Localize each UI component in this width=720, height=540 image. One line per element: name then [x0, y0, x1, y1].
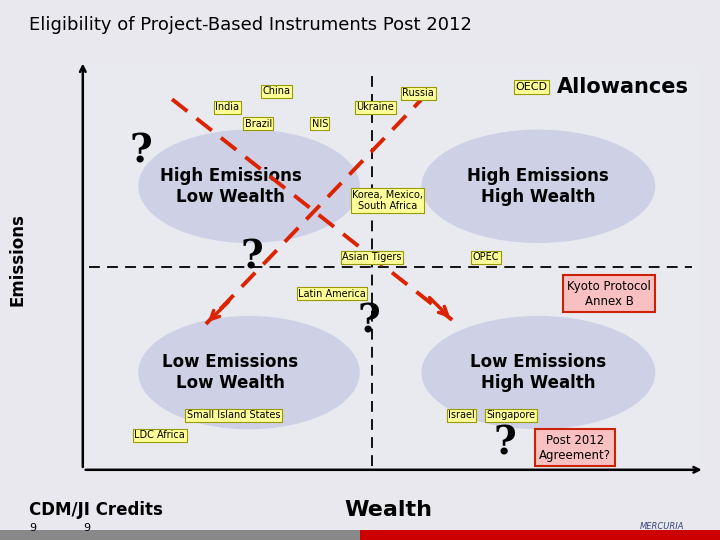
Text: Emissions: Emissions: [9, 213, 27, 306]
Text: Low Emissions
High Wealth: Low Emissions High Wealth: [470, 353, 606, 392]
Text: High Emissions
High Wealth: High Emissions High Wealth: [467, 167, 609, 206]
Text: OPEC: OPEC: [473, 252, 499, 262]
Text: Wealth: Wealth: [345, 500, 433, 521]
Text: Brazil: Brazil: [245, 118, 272, 129]
Text: India: India: [215, 102, 240, 112]
Text: Low Emissions
Low Wealth: Low Emissions Low Wealth: [163, 353, 299, 392]
Text: Ukraine: Ukraine: [356, 102, 394, 112]
Ellipse shape: [421, 316, 655, 429]
Text: 9: 9: [83, 523, 90, 533]
Text: ?: ?: [493, 424, 516, 462]
Text: NIS: NIS: [312, 118, 328, 129]
Text: Asian Tigers: Asian Tigers: [343, 252, 402, 262]
Text: Russia: Russia: [402, 88, 434, 98]
Text: MERCURIA: MERCURIA: [640, 522, 685, 531]
Text: High Emissions
Low Wealth: High Emissions Low Wealth: [160, 167, 302, 206]
Text: Israel: Israel: [448, 410, 474, 420]
Text: Allowances: Allowances: [557, 77, 689, 97]
Text: ?: ?: [358, 303, 380, 341]
Text: CDM/JI Credits: CDM/JI Credits: [29, 501, 163, 519]
Text: Kyoto Protocol
Annex B: Kyoto Protocol Annex B: [567, 280, 651, 308]
Text: 9: 9: [29, 523, 36, 533]
Ellipse shape: [421, 130, 655, 243]
Text: Latin America: Latin America: [298, 288, 366, 299]
Text: OECD: OECD: [516, 82, 548, 92]
Text: ?: ?: [130, 133, 153, 171]
Ellipse shape: [138, 316, 360, 429]
Text: ?: ?: [240, 238, 264, 276]
Ellipse shape: [138, 130, 360, 243]
Text: Korea, Mexico,
South Africa: Korea, Mexico, South Africa: [352, 190, 423, 211]
Text: Eligibility of Project-Based Instruments Post 2012: Eligibility of Project-Based Instruments…: [29, 16, 472, 34]
Text: Singapore: Singapore: [486, 410, 535, 420]
Text: LDC Africa: LDC Africa: [135, 430, 185, 441]
Text: China: China: [263, 86, 291, 96]
Text: Small Island States: Small Island States: [187, 410, 280, 420]
Text: Post 2012
Agreement?: Post 2012 Agreement?: [539, 434, 611, 462]
